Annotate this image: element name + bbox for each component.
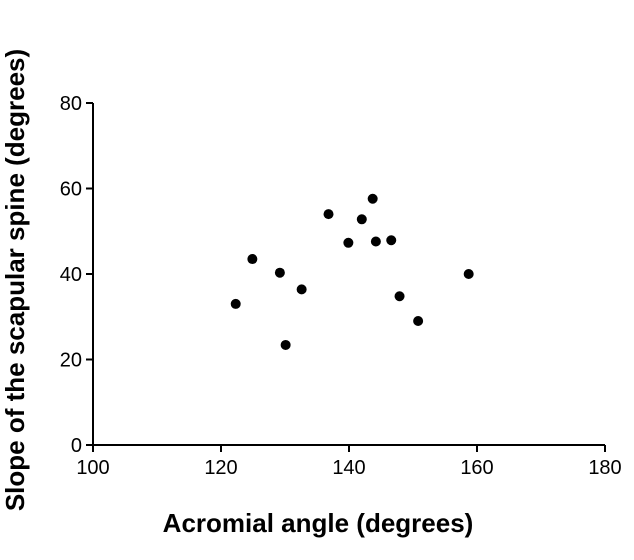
x-tick-label: 120 bbox=[204, 457, 237, 479]
y-tick-label: 40 bbox=[60, 264, 82, 286]
x-tick-label: 180 bbox=[588, 457, 621, 479]
data-point bbox=[280, 339, 291, 350]
y-tick-label: 0 bbox=[71, 435, 82, 457]
data-point bbox=[394, 291, 405, 302]
data-point bbox=[413, 316, 424, 327]
y-axis: 0 20 40 60 80 bbox=[60, 93, 94, 457]
x-tick-label: 160 bbox=[460, 457, 493, 479]
data-point bbox=[343, 237, 354, 248]
data-point bbox=[323, 209, 334, 220]
data-point bbox=[274, 267, 285, 278]
data-point bbox=[230, 298, 241, 309]
x-axis: 100 120 140 160 180 bbox=[76, 444, 622, 479]
data-point bbox=[386, 235, 397, 246]
y-tick-label: 80 bbox=[60, 93, 82, 115]
x-tick-label: 100 bbox=[76, 457, 109, 479]
y-tick-label: 20 bbox=[60, 350, 82, 372]
x-ticks: 100 120 140 160 180 bbox=[76, 445, 622, 479]
x-tick-label: 140 bbox=[332, 457, 365, 479]
data-points bbox=[230, 193, 474, 350]
data-point bbox=[247, 254, 258, 265]
data-point bbox=[356, 214, 367, 225]
data-point bbox=[370, 236, 381, 247]
y-axis-title: Slope of the scapular spine (degrees) bbox=[0, 49, 30, 511]
data-point bbox=[463, 269, 474, 279]
x-axis-title: Acromial angle (degrees) bbox=[163, 508, 474, 538]
data-point bbox=[367, 193, 378, 204]
y-tick-label: 60 bbox=[60, 179, 82, 201]
data-point bbox=[296, 284, 307, 295]
y-ticks: 0 20 40 60 80 bbox=[60, 93, 93, 457]
